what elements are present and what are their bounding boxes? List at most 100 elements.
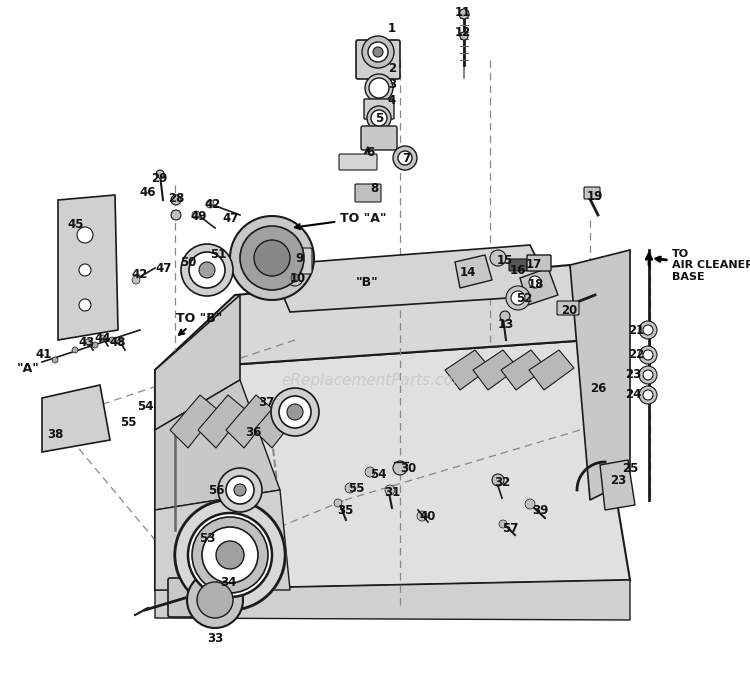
Polygon shape [42,385,110,452]
Text: 12: 12 [454,25,471,38]
Polygon shape [155,490,290,590]
Polygon shape [155,295,240,430]
Text: 40: 40 [420,510,436,522]
Text: 10: 10 [290,271,306,284]
Circle shape [234,484,246,496]
Polygon shape [473,350,518,390]
Text: 25: 25 [622,461,638,475]
Text: 46: 46 [140,185,156,199]
Text: 29: 29 [151,171,167,185]
Polygon shape [570,250,630,500]
Text: 5: 5 [375,112,383,124]
Circle shape [77,227,93,243]
Text: 54: 54 [370,468,386,480]
Text: 16: 16 [510,264,526,277]
Circle shape [639,321,657,339]
FancyBboxPatch shape [239,240,301,280]
FancyBboxPatch shape [356,40,400,79]
Circle shape [192,517,268,593]
Text: 32: 32 [494,475,510,489]
Circle shape [197,582,233,618]
Circle shape [643,390,653,400]
Circle shape [643,325,653,335]
Text: 38: 38 [46,428,63,440]
Circle shape [287,270,303,286]
Circle shape [368,42,388,62]
Circle shape [206,200,214,208]
Circle shape [506,286,530,310]
Circle shape [72,347,78,353]
Text: 48: 48 [110,336,126,349]
FancyBboxPatch shape [527,255,551,271]
Circle shape [199,262,215,278]
Circle shape [393,461,407,475]
Text: "A": "A" [16,361,40,375]
Circle shape [373,47,383,57]
Circle shape [218,468,262,512]
Text: 21: 21 [628,324,644,336]
Polygon shape [455,255,492,288]
FancyBboxPatch shape [509,259,527,271]
Circle shape [365,467,375,477]
Text: 51: 51 [210,249,226,261]
Text: 50: 50 [180,256,196,268]
Polygon shape [270,245,555,312]
Text: 52: 52 [516,291,532,305]
Polygon shape [529,350,574,390]
Circle shape [460,32,468,40]
Circle shape [362,36,394,68]
Text: 44: 44 [94,331,111,345]
Circle shape [85,339,91,345]
Circle shape [156,170,164,178]
Circle shape [393,146,417,170]
Circle shape [639,346,657,364]
Text: 45: 45 [68,219,84,231]
Circle shape [500,311,510,321]
Circle shape [171,210,181,220]
FancyBboxPatch shape [290,248,312,274]
Circle shape [643,370,653,380]
FancyBboxPatch shape [361,126,397,150]
Text: 54: 54 [136,400,153,412]
Circle shape [499,520,507,528]
Text: 39: 39 [532,503,548,517]
Text: 20: 20 [561,303,578,317]
Circle shape [202,527,258,583]
Text: 14: 14 [460,266,476,278]
Polygon shape [600,460,635,510]
Circle shape [188,513,272,597]
FancyBboxPatch shape [584,187,600,199]
Circle shape [181,244,233,296]
Text: 4: 4 [388,94,396,106]
Circle shape [365,74,393,102]
Circle shape [291,274,299,282]
Circle shape [226,476,254,504]
Text: 47: 47 [156,261,172,275]
Text: 6: 6 [366,145,374,159]
Circle shape [109,337,115,343]
Text: 37: 37 [258,396,274,408]
Text: 11: 11 [454,6,471,18]
Text: 47: 47 [223,212,239,224]
Circle shape [643,350,653,360]
Text: 15: 15 [496,254,513,266]
Text: 19: 19 [586,189,603,203]
Text: 28: 28 [168,192,184,205]
Polygon shape [501,350,546,390]
Text: 43: 43 [79,336,95,349]
Circle shape [187,572,243,628]
Circle shape [271,388,319,436]
Circle shape [230,216,314,300]
Polygon shape [155,580,630,620]
Text: 22: 22 [628,349,644,361]
Text: 55: 55 [120,415,136,428]
Text: 3: 3 [388,78,396,90]
Text: 41: 41 [36,349,52,361]
FancyBboxPatch shape [168,578,227,617]
Text: 17: 17 [526,259,542,271]
Polygon shape [155,340,630,590]
Text: 9: 9 [296,252,304,264]
Circle shape [490,250,506,266]
Circle shape [369,78,389,98]
Text: 34: 34 [220,575,236,589]
